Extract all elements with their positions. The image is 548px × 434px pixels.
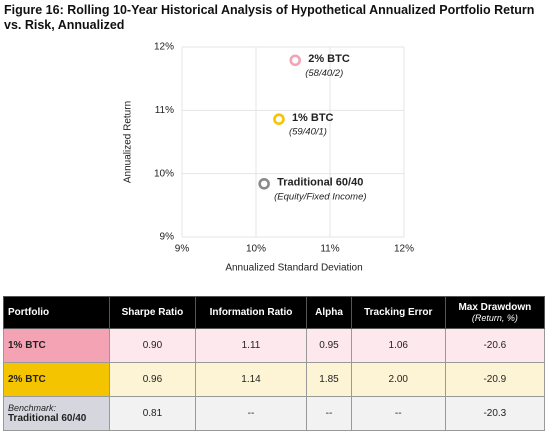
point-sublabel: (59/40/1) [289,127,327,138]
value-cell: -- [194,396,308,431]
x-tick-label: 10% [246,244,266,255]
point-sublabel: (58/40/2) [305,68,343,79]
portfolio-name: 1% BTC [8,340,46,351]
value-cell: -- [350,396,446,431]
header-cell: Max Drawdown (Return, %) [444,296,546,329]
header-text: Max Drawdown [458,302,532,313]
header-text: Portfolio [8,307,50,318]
header-text: Sharpe Ratio [121,307,184,318]
header-cell: Tracking Error [350,296,446,329]
value-cell: -20.3 [444,396,546,431]
value-cell: 1.06 [350,328,446,363]
data-table: Portfolio Sharpe Ratio Information Ratio Al… [2,296,546,431]
y-tick-label: 11% [155,105,174,116]
value-cell: 1.11 [194,328,308,363]
y-tick-label: 12% [154,42,174,53]
portfolio-cell: 2% BTC [2,362,111,397]
x-tick-label: 11% [320,244,339,255]
header-cell: Information Ratio [194,296,308,329]
table-row: 2% BTC 0.96 1.14 1.85 2.00 -20.9 [2,362,546,397]
y-tick-label: 10% [154,168,174,179]
value-cell: 0.90 [109,328,196,363]
x-axis-title: Annualized Standard Deviation [225,263,362,274]
chart-title: Figure 16: Rolling 10-Year Historical An… [4,3,535,32]
point-label: 2% BTC [308,53,350,65]
value-cell: 1.85 [306,362,352,397]
portfolio-cell: Benchmark: Traditional 60/40 [2,396,111,431]
benchmark-note: Benchmark: [8,403,57,413]
value-cell: -20.9 [444,362,546,397]
value-cell: 1.14 [194,362,308,397]
value-cell: 0.96 [109,362,196,397]
header-note: (Return, %) [471,313,518,323]
point-sublabel: (Equity/Fixed Income) [274,191,366,202]
value-cell: -20.6 [444,328,546,363]
y-tick-label: 9% [160,232,175,243]
point [258,178,270,190]
header-text: Tracking Error [364,307,433,318]
point [273,113,285,125]
portfolio-name: Traditional 60/40 [8,413,87,424]
x-tick-label: 9% [175,244,190,255]
value-cell: 0.81 [109,396,196,431]
x-tick-label: 12% [394,244,414,255]
header-text: Alpha [315,307,343,318]
y-axis-title: Annualized Return [123,101,134,183]
portfolio-cell: 1% BTC [2,328,111,363]
portfolio-name: 2% BTC [8,374,46,385]
header-cell: Alpha [306,296,352,329]
chart: Annualized Return Annualized Standard De… [123,42,414,274]
point [289,54,302,67]
value-cell: 0.95 [306,328,352,363]
table-row: 1% BTC 0.90 1.11 0.95 1.06 -20.6 [2,328,546,363]
header-text: Information Ratio [209,307,293,318]
point-label: Traditional 60/40 [277,177,363,189]
point-label: 1% BTC [292,112,334,124]
value-cell: 2.00 [350,362,446,397]
header-row: Portfolio Sharpe Ratio Information Ratio Al… [2,296,546,329]
header-cell: Portfolio [2,296,111,329]
value-cell: -- [306,396,352,431]
header-cell: Sharpe Ratio [109,296,196,329]
table-row: Benchmark: Traditional 60/40 0.81 -- -- -- -20… [2,396,546,431]
